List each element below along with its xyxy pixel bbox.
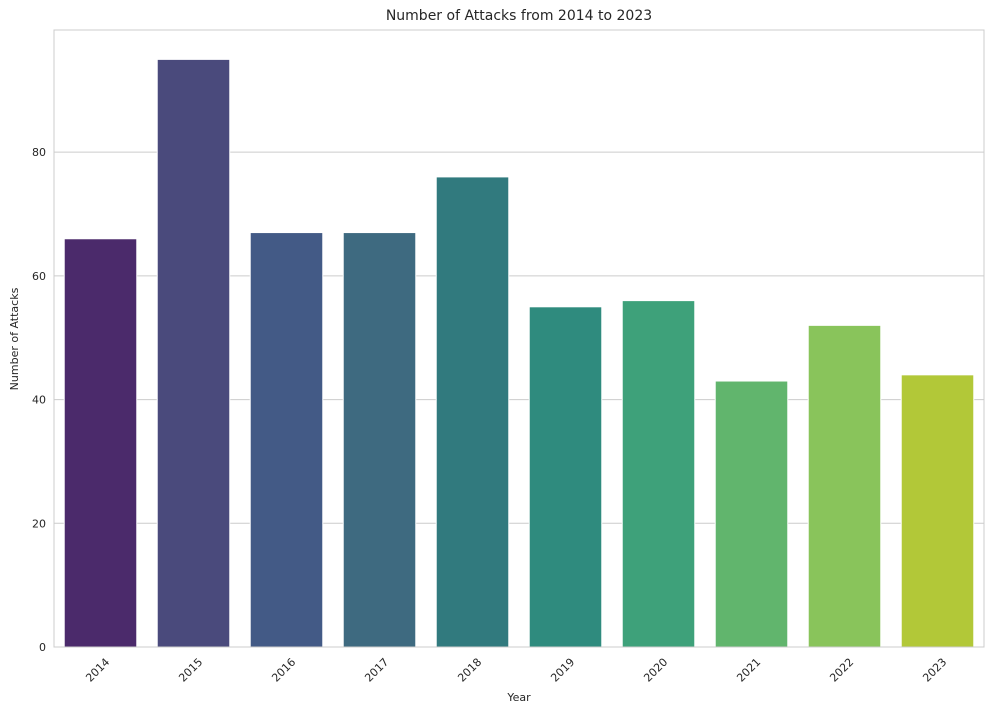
- chart-title: Number of Attacks from 2014 to 2023: [386, 8, 652, 24]
- x-tick-label: 2018: [455, 656, 484, 685]
- bars-group: [63, 58, 975, 648]
- x-tick-label: 2021: [734, 656, 763, 685]
- bar-2022: [807, 324, 882, 648]
- bar-2015: [156, 58, 231, 648]
- x-tick-label: 2019: [548, 656, 577, 685]
- bar-2023: [900, 374, 975, 648]
- y-tick-label: 40: [32, 394, 46, 407]
- bar-2018: [435, 176, 510, 648]
- x-tick-label: 2020: [641, 656, 670, 685]
- bar-2016: [249, 232, 324, 648]
- y-tick-labels: 0 20 40 60 80: [32, 146, 46, 654]
- bar-2017: [342, 232, 417, 648]
- bar-2020: [621, 300, 696, 648]
- x-tick-label: 2017: [362, 656, 391, 685]
- x-tick-label: 2016: [269, 656, 298, 685]
- x-tick-labels: 2014 2015 2016 2017 2018 2019 2020 2021 2022 2023: [83, 656, 949, 685]
- y-tick-label: 0: [39, 641, 46, 654]
- x-tick-label: 2014: [83, 656, 112, 685]
- bar-2021: [714, 380, 789, 648]
- plot-frame: [53, 29, 985, 648]
- bar-2019: [528, 306, 603, 648]
- y-tick-label: 60: [32, 270, 46, 283]
- x-tick-label: 2023: [920, 656, 949, 685]
- y-tick-label: 80: [32, 146, 46, 159]
- x-tick-label: 2022: [827, 656, 856, 685]
- x-tick-label: 2015: [176, 656, 205, 685]
- x-axis-label: Year: [506, 691, 531, 704]
- y-tick-label: 20: [32, 517, 46, 530]
- bar-2014: [63, 238, 138, 648]
- y-axis-label: Number of Attacks: [8, 287, 21, 390]
